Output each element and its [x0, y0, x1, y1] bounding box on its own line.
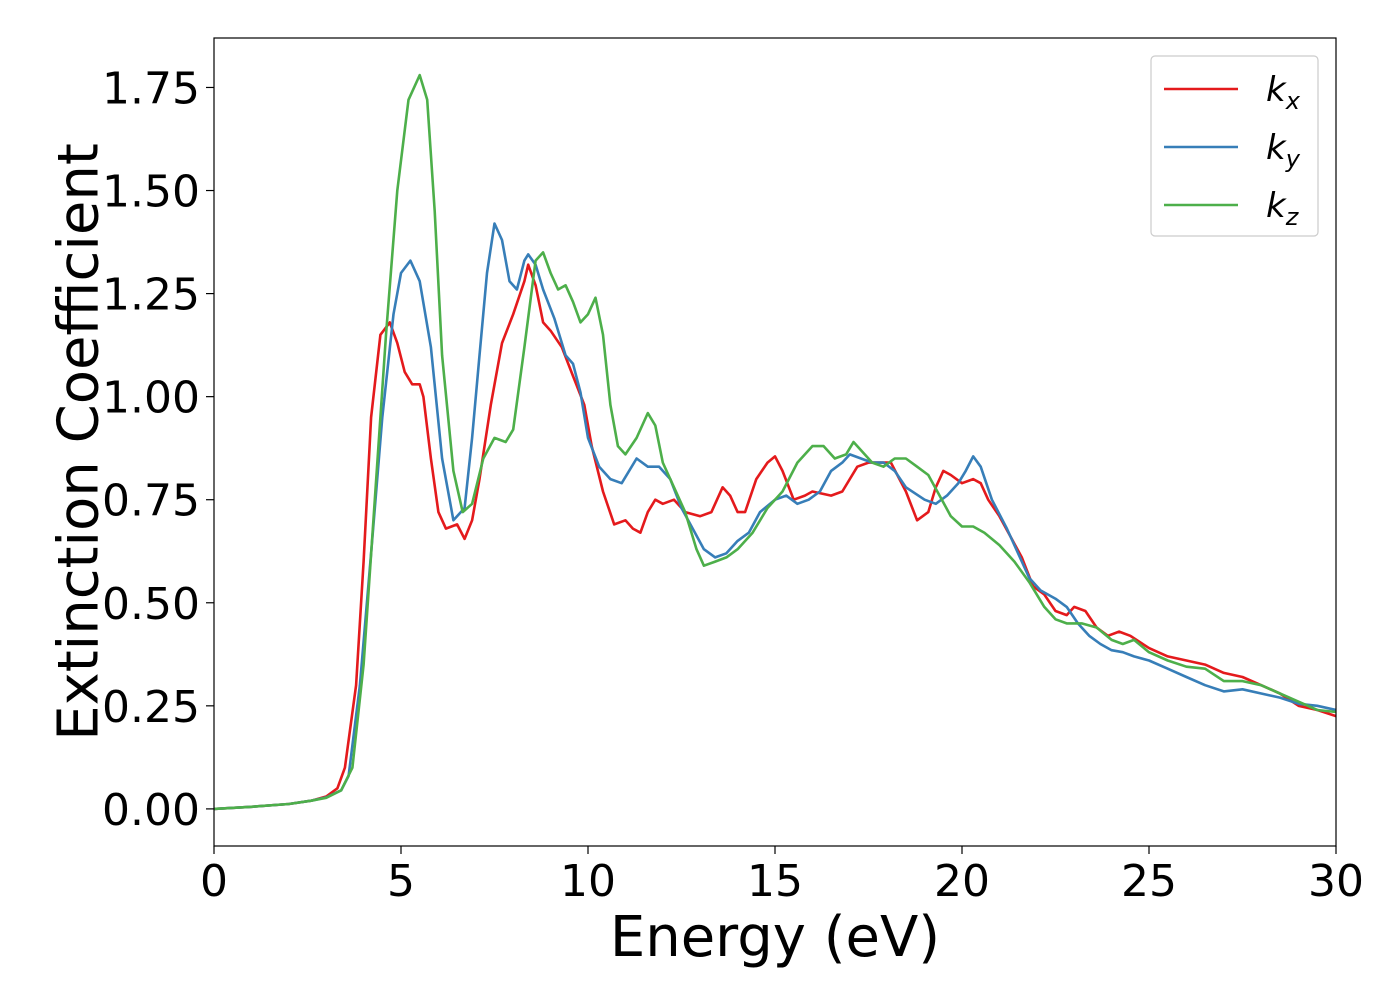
x-tick-label: 10: [560, 856, 616, 907]
y-tick-label: 0.00: [102, 785, 200, 836]
y-tick-label: 1.00: [102, 373, 200, 424]
x-tick-label: 30: [1308, 856, 1364, 907]
y-tick-label: 1.25: [102, 270, 200, 321]
y-axis-label: Extinction Coefficient: [47, 143, 112, 741]
x-axis-label: Energy (eV): [610, 905, 940, 970]
series-line-x: [214, 263, 1336, 811]
y-tick-label: 1.50: [102, 167, 200, 218]
series-line-y: [214, 222, 1336, 811]
series-lines: [214, 73, 1336, 811]
series-line-z: [214, 73, 1336, 811]
x-tick-label: 15: [747, 856, 803, 907]
x-tick-label: 0: [200, 856, 228, 907]
y-axis-ticks: 0.00 0.25 0.50 0.75 1.00 1.25 1.50 1.75: [102, 63, 214, 836]
x-tick-label: 20: [934, 856, 990, 907]
y-tick-label: 0.50: [102, 579, 200, 630]
x-tick-label: 5: [387, 856, 415, 907]
legend-item-x: kx: [1164, 70, 1301, 115]
y-tick-label: 0.75: [102, 476, 200, 527]
x-axis-ticks: 0 5 10 15 20 25 30: [200, 846, 1364, 907]
y-tick-label: 0.25: [102, 682, 200, 733]
y-tick-label: 1.75: [102, 63, 200, 114]
x-tick-label: 25: [1121, 856, 1177, 907]
